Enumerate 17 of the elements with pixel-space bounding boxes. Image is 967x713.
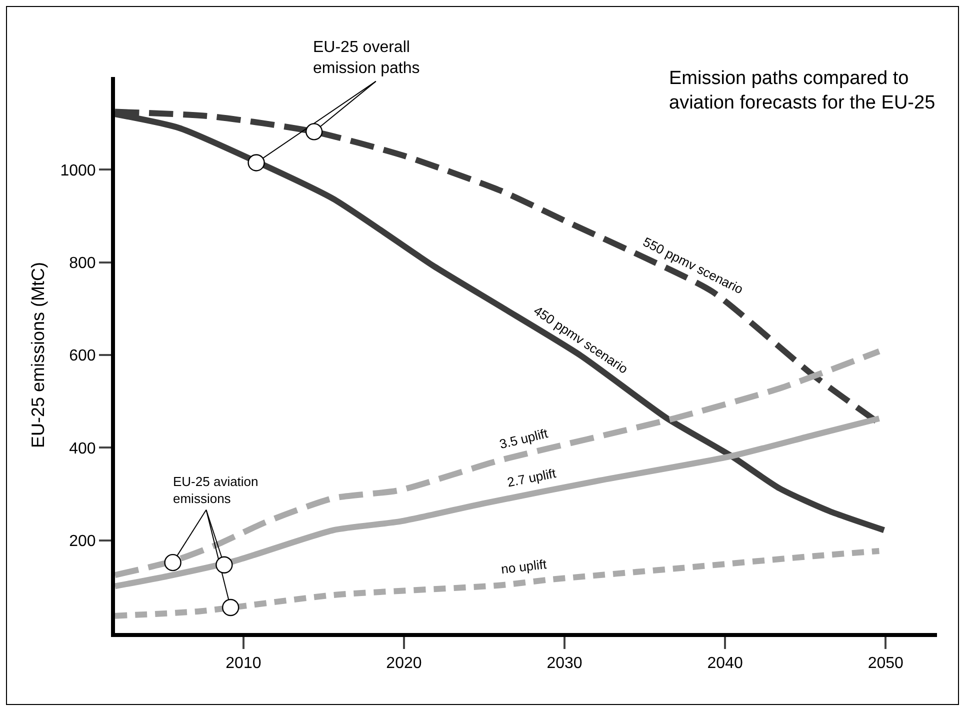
x-tick-label: 2050 — [868, 655, 904, 672]
x-tick-label: 2010 — [226, 655, 262, 672]
y-tick-label: 600 — [69, 348, 96, 365]
y-axis-title: EU-25 emissions (MtC) — [28, 262, 48, 448]
annotation: EU-25 aviation emissions — [173, 474, 258, 506]
text: 3.5 uplift — [498, 426, 550, 452]
text: 2.7 uplift — [506, 465, 558, 490]
x-tick-label: 2040 — [707, 655, 743, 672]
chart-title: Emission paths compared to aviation forecasts for the EU-25 — [669, 68, 936, 114]
y-tick-label: 800 — [69, 254, 96, 272]
x-tick-label: 2020 — [386, 655, 422, 672]
text: no uplift — [500, 556, 548, 577]
y-tick-label: 400 — [69, 440, 96, 458]
x-tick-label: 2030 — [546, 655, 582, 672]
y-tick-label: 1000 — [60, 162, 96, 180]
annotation: EU-25 overall emission paths — [313, 39, 420, 77]
y-tick-label: 200 — [69, 532, 96, 550]
